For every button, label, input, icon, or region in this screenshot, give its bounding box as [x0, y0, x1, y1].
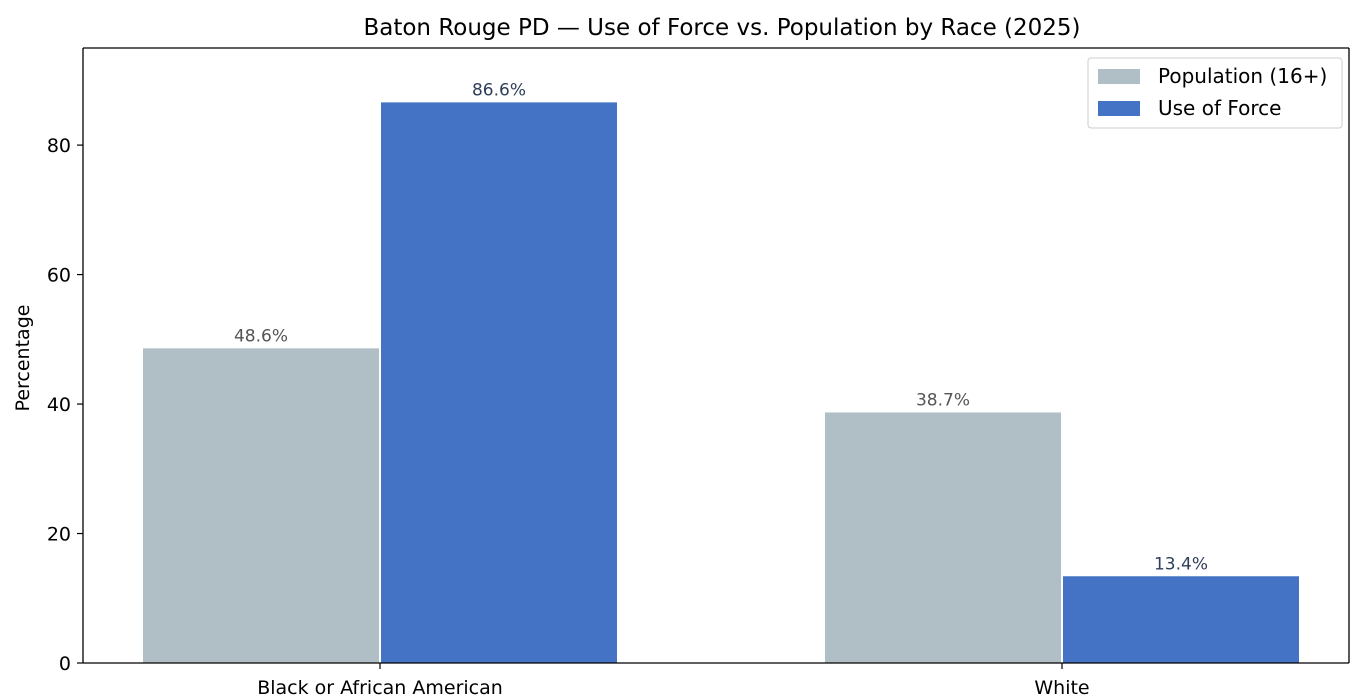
chart-title: Baton Rouge PD — Use of Force vs. Popula… — [363, 15, 1080, 41]
plot-area: 48.6% 38.7% 86.6% 13.4% 0 20 40 60 80 Black or Af… — [47, 47, 1350, 697]
x-tick-label-1: White — [1034, 677, 1089, 697]
y-tick-label-60: 60 — [47, 265, 71, 287]
bar-use-of-force-1 — [1063, 576, 1299, 663]
bar-use-of-force-0 — [381, 102, 617, 663]
bar-population-0 — [143, 348, 379, 663]
data-label-0-1: 38.7% — [916, 390, 970, 410]
legend: Population (16+) Use of Force — [1087, 57, 1343, 129]
y-tick-label-40: 40 — [47, 394, 71, 416]
legend-box — [1087, 57, 1343, 129]
data-label-1-0: 86.6% — [472, 80, 526, 100]
x-tick-label-0: Black or African American — [257, 677, 503, 697]
legend-label-1: Use of Force — [1158, 96, 1281, 120]
data-label-0-0: 48.6% — [234, 326, 288, 346]
y-tick-label-20: 20 — [47, 524, 71, 546]
bar-population-1 — [825, 412, 1061, 663]
y-axis-label: Percentage — [12, 305, 34, 412]
data-label-1-1: 13.4% — [1154, 554, 1208, 574]
legend-swatch-0 — [1098, 69, 1140, 84]
y-tick-label-80: 80 — [47, 135, 71, 157]
y-tick-label-0: 0 — [59, 653, 71, 675]
legend-label-0: Population (16+) — [1158, 64, 1327, 88]
legend-swatch-1 — [1098, 101, 1140, 116]
